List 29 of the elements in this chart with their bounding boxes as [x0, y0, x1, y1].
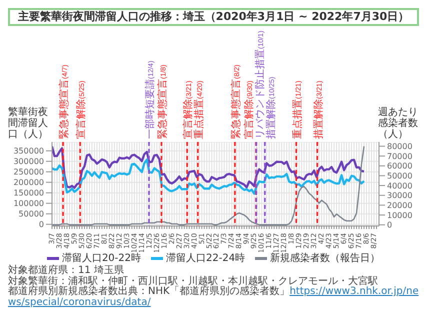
line-series [52, 145, 366, 189]
text: 都道府県別新規感染者数出典：NHK「都道府県別の感染者数」https://www3.nhk.or.jp/news/special/coronavirus/data/ [8, 286, 419, 308]
y2-tick-label: 10000 [387, 210, 412, 220]
y2-tick-label: 0 [387, 220, 392, 230]
y-tick-label: 350000 [13, 146, 44, 156]
y2-tick-label: 70000 [387, 152, 412, 161]
y-tick-label: 200000 [13, 178, 44, 188]
chart-title: 主要繁華街夜間滞留人口の推移：埼玉（2020年3月1日 ~ 2022年7月30日） [8, 8, 419, 26]
y-axis-title: 繁華街夜間滞留人口（人） [8, 107, 49, 140]
y-tick-label: 250000 [13, 168, 44, 177]
y2-axis-title: 週あたり感染者数（人） [378, 107, 419, 140]
y2-tick-label: 60000 [387, 162, 412, 171]
line-series [52, 158, 366, 195]
y-tick-label: 150000 [13, 188, 44, 198]
y-tick-label: 0 [38, 220, 44, 230]
legend-label: 新規感染者数（報告日） [270, 252, 380, 265]
y-tick-label: 300000 [13, 157, 44, 166]
text: 対象都道府県：11 埼玉県 [8, 265, 124, 276]
y-tick-label: 50000 [18, 210, 44, 219]
y2-tick-label: 20000 [387, 201, 412, 210]
y-tick-label: 100000 [13, 199, 44, 208]
legend-label: 滞留人口20-22時 [62, 252, 141, 265]
y2-tick-label: 50000 [387, 172, 412, 181]
y2-tick-label: 40000 [387, 181, 412, 190]
text: 対象繁華街：浦和駅・仲町・西川口駅・川越駅・本川越駅・クレアモール・大宮駅 [8, 276, 378, 286]
line-series [52, 146, 365, 226]
y2-tick-label: 80000 [387, 142, 412, 152]
legend-label: 滞留人口22-24時 [166, 252, 246, 265]
y2-tick-label: 30000 [387, 191, 412, 200]
